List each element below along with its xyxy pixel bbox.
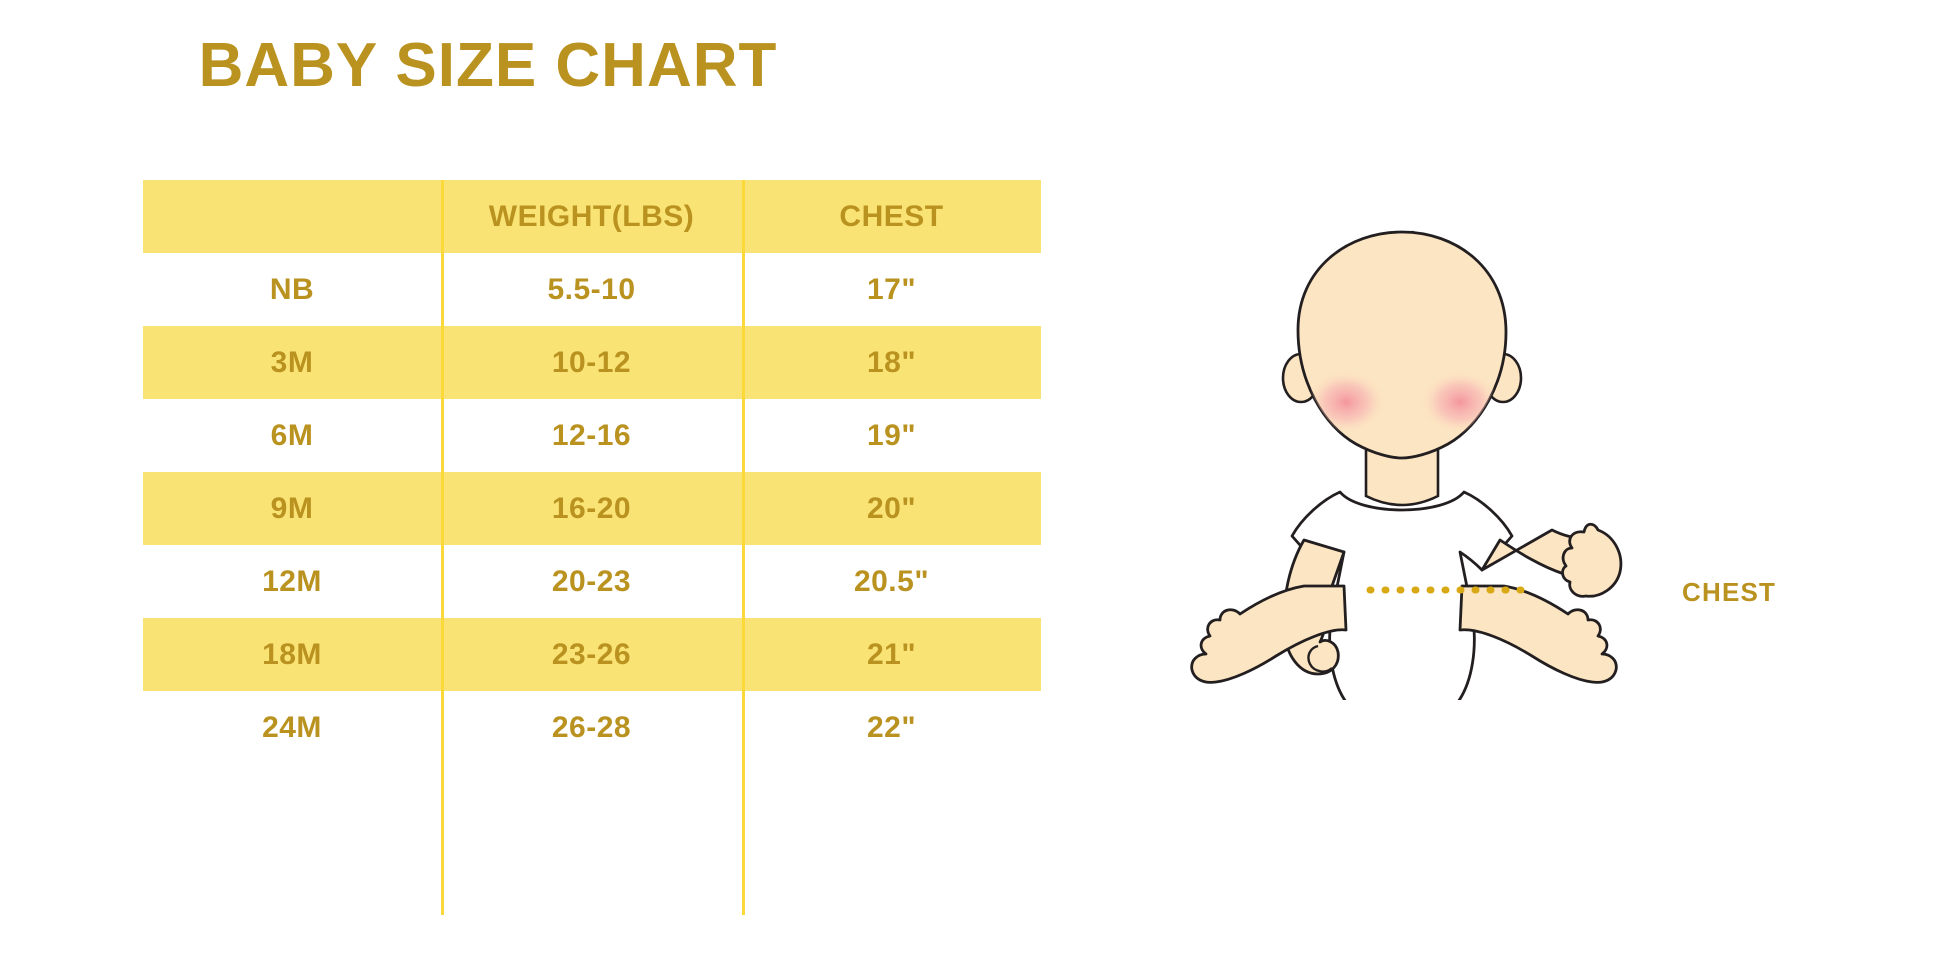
- cell-size: 6M: [143, 399, 441, 472]
- table-row: 18M 23-26 21": [143, 618, 1041, 691]
- cell-size: 24M: [143, 691, 441, 764]
- page-title: BABY SIZE CHART: [198, 31, 778, 100]
- leg-left: [1190, 584, 1348, 684]
- cell-size: 18M: [143, 618, 441, 691]
- cheek-left: [1306, 370, 1386, 434]
- table-column-divider-2: [742, 180, 745, 915]
- chest-measurement-label: CHEST: [1682, 577, 1777, 607]
- table-row: 9M 16-20 20": [143, 472, 1041, 545]
- table-row: 6M 12-16 19": [143, 399, 1041, 472]
- table-row: 24M 26-28 22": [143, 691, 1041, 764]
- cell-weight: 26-28: [441, 691, 742, 764]
- cell-chest: 21": [742, 618, 1041, 691]
- column-header-size: [143, 180, 441, 253]
- table-header-row: WEIGHT(LBS) CHEST: [143, 180, 1041, 253]
- cell-size: 12M: [143, 545, 441, 618]
- cell-weight: 20-23: [441, 545, 742, 618]
- cell-chest: 17": [742, 253, 1041, 326]
- cell-weight: 16-20: [441, 472, 742, 545]
- cell-chest: 20": [742, 472, 1041, 545]
- cell-chest: 22": [742, 691, 1041, 764]
- cell-weight: 23-26: [441, 618, 742, 691]
- column-header-chest: CHEST: [742, 180, 1041, 253]
- table-row: NB 5.5-10 17": [143, 253, 1041, 326]
- cell-chest: 19": [742, 399, 1041, 472]
- column-header-weight: WEIGHT(LBS): [441, 180, 742, 253]
- size-chart-table: WEIGHT(LBS) CHEST NB 5.5-10 17" 3M 10-12…: [143, 180, 1041, 764]
- baby-illustration: [1190, 230, 1623, 700]
- cell-chest: 18": [742, 326, 1041, 399]
- cell-chest: 20.5": [742, 545, 1041, 618]
- cell-size: NB: [143, 253, 441, 326]
- head: [1296, 230, 1508, 460]
- table-header: WEIGHT(LBS) CHEST: [143, 180, 1041, 253]
- leg-right: [1458, 584, 1618, 684]
- cell-weight: 10-12: [441, 326, 742, 399]
- cell-weight: 12-16: [441, 399, 742, 472]
- table-row: 12M 20-23 20.5": [143, 545, 1041, 618]
- cell-weight: 5.5-10: [441, 253, 742, 326]
- fist-right: [1561, 522, 1623, 598]
- cell-size: 9M: [143, 472, 441, 545]
- hand-left: [1307, 644, 1333, 673]
- table-body: NB 5.5-10 17" 3M 10-12 18" 6M 12-16 19" …: [143, 253, 1041, 764]
- table-row: 3M 10-12 18": [143, 326, 1041, 399]
- cell-size: 3M: [143, 326, 441, 399]
- table-column-divider-1: [441, 180, 444, 915]
